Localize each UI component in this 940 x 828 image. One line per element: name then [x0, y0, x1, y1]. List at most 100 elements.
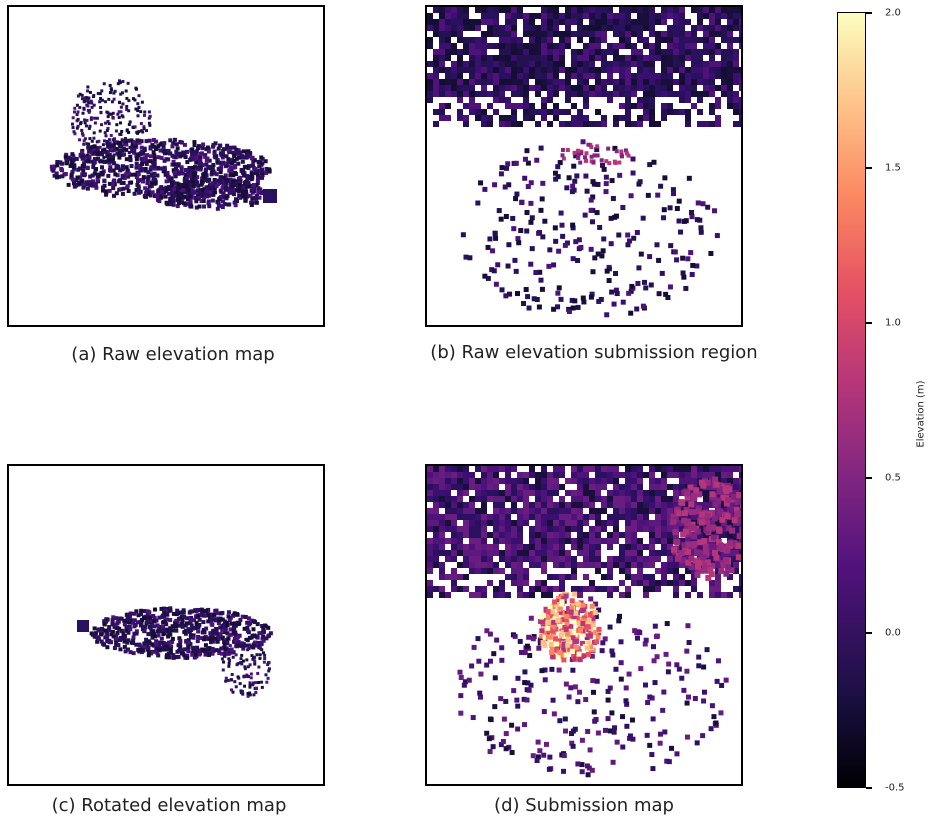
heatmap-cell [720, 494, 727, 501]
heatmap-cell [237, 643, 241, 647]
heatmap-cell [511, 538, 517, 544]
heatmap-cell [625, 73, 631, 79]
heatmap-cell [596, 607, 602, 613]
heatmap-cell [541, 55, 547, 61]
heatmap-cell [667, 25, 673, 31]
heatmap-cell [688, 250, 694, 256]
heatmap-cell [607, 568, 613, 574]
heatmap-cell [530, 753, 536, 759]
heatmap-cell [679, 61, 685, 67]
heatmap-cell [523, 43, 529, 49]
heatmap-cell [111, 634, 116, 639]
heatmap-cell [598, 296, 604, 302]
heatmap-cell [451, 580, 457, 586]
heatmap-cell [481, 91, 487, 97]
heatmap-cell [571, 520, 577, 526]
heatmap-cell [595, 484, 601, 490]
heatmap-cell [220, 635, 225, 640]
heatmap-cell [595, 109, 601, 115]
heatmap-cell [637, 179, 643, 185]
heatmap-cell [601, 121, 607, 127]
heatmap-cell [691, 31, 697, 37]
heatmap-cell [618, 660, 624, 666]
heatmap-cell [427, 91, 433, 97]
heatmap-cell [565, 574, 571, 580]
heatmap-cell [457, 13, 463, 19]
heatmap-cell [631, 43, 637, 49]
heatmap-cell [727, 13, 733, 19]
heatmap-cell [661, 484, 667, 490]
heatmap-cell [733, 526, 739, 532]
heatmap-cell [599, 253, 605, 259]
heatmap-cell [109, 147, 114, 152]
heatmap-cell [445, 67, 451, 73]
heatmap-cell [511, 73, 517, 79]
heatmap-cell [493, 281, 499, 287]
heatmap-cell [643, 13, 649, 19]
heatmap-cell [667, 91, 673, 97]
heatmap-cell [559, 556, 565, 562]
heatmap-cell [550, 697, 556, 703]
heatmap-cell [142, 148, 147, 153]
heatmap-cell [256, 671, 260, 675]
heatmap-cell [517, 592, 523, 598]
heatmap-cell [535, 91, 541, 97]
heatmap-cell [493, 67, 499, 73]
heatmap-cell [620, 714, 626, 720]
heatmap-cell [685, 568, 691, 574]
heatmap-cell [523, 79, 529, 85]
heatmap-cell [517, 61, 523, 67]
heatmap-cell [565, 67, 571, 73]
heatmap-cell [569, 297, 575, 303]
heatmap-cell [619, 508, 625, 514]
heatmap-cell [541, 25, 547, 31]
heatmap-cell [177, 151, 182, 156]
heatmap-cell [613, 287, 619, 293]
heatmap-cell [427, 472, 433, 478]
heatmap-cell [511, 580, 517, 586]
heatmap-cell [685, 109, 691, 115]
heatmap-cell [642, 641, 648, 647]
heatmap-cell [649, 43, 655, 49]
heatmap-cell [155, 193, 160, 198]
heatmap-cell [122, 639, 127, 644]
heatmap-cell [168, 647, 173, 652]
heatmap-cell [553, 612, 559, 618]
heatmap-cell [601, 37, 607, 43]
heatmap-cell [649, 695, 655, 701]
heatmap-cell [427, 25, 433, 31]
heatmap-cell [577, 592, 583, 598]
heatmap-cell [251, 182, 256, 187]
heatmap-cell [433, 121, 439, 127]
heatmap-cell [463, 478, 469, 484]
heatmap-cell [154, 647, 159, 652]
heatmap-cell [539, 286, 545, 292]
heatmap-cell [80, 97, 84, 101]
heatmap-cell [694, 263, 700, 269]
heatmap-cell [77, 620, 89, 632]
heatmap-cell [554, 641, 560, 647]
heatmap-cell [93, 167, 98, 172]
heatmap-cell [108, 91, 112, 95]
heatmap-cell [227, 664, 231, 668]
heatmap-cell [708, 726, 714, 732]
heatmap-cell [578, 627, 584, 633]
heatmap-cell [234, 685, 238, 689]
heatmap-cell [167, 643, 172, 648]
heatmap-cell [523, 580, 529, 586]
heatmap-cell [739, 527, 741, 534]
heatmap-cell [427, 79, 433, 85]
heatmap-cell [259, 155, 264, 160]
heatmap-cell [128, 627, 133, 632]
heatmap-cell [463, 526, 469, 532]
heatmap-cell [739, 25, 741, 31]
heatmap-cell [264, 636, 269, 641]
heatmap-cell [514, 191, 520, 197]
heatmap-cell [565, 79, 571, 85]
heatmap-cell [469, 55, 475, 61]
heatmap-cell [216, 167, 221, 172]
heatmap-cell [711, 515, 718, 522]
heatmap-cell [173, 154, 178, 159]
heatmap-cell [541, 73, 547, 79]
heatmap-cell [433, 484, 439, 490]
